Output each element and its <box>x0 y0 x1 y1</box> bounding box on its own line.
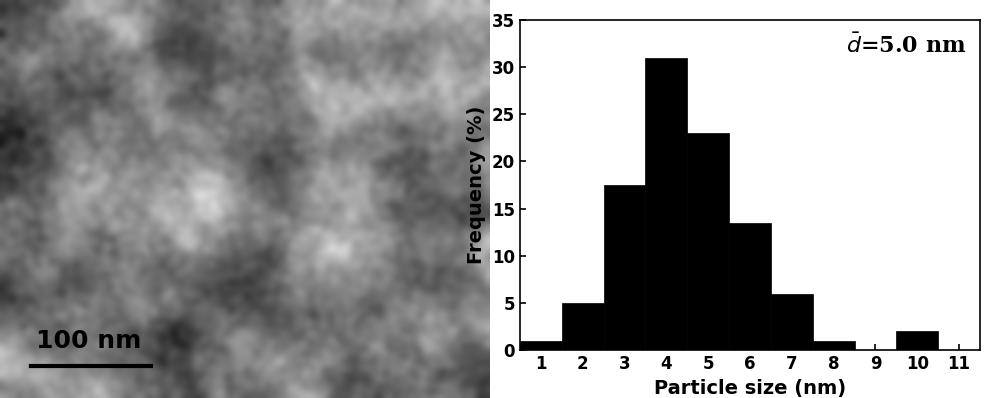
Bar <box>813 341 855 350</box>
Bar <box>687 133 729 350</box>
Bar <box>562 303 604 350</box>
Y-axis label: Frequency (%): Frequency (%) <box>467 106 486 264</box>
Bar <box>896 332 938 350</box>
Bar <box>729 223 771 350</box>
Bar <box>604 185 645 350</box>
Bar <box>645 58 687 350</box>
Text: 100 nm: 100 nm <box>36 328 141 353</box>
X-axis label: Particle size (nm): Particle size (nm) <box>654 378 846 398</box>
Bar <box>520 341 562 350</box>
Bar <box>771 294 813 350</box>
Text: $\bar{d}$=5.0 nm: $\bar{d}$=5.0 nm <box>846 33 966 58</box>
